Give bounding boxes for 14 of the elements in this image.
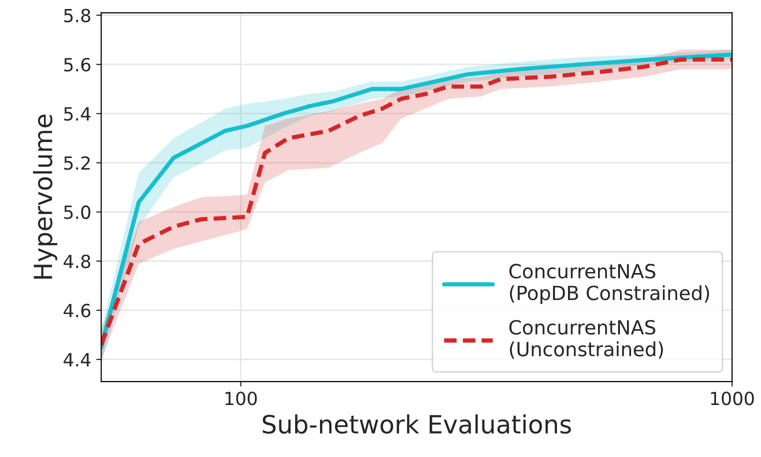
y-tick-label: 5.6 xyxy=(64,58,90,72)
y-tick-label: 4.6 xyxy=(64,304,90,318)
x-axis-title: Sub-network Evaluations xyxy=(262,414,571,434)
x-tick-label: 1000 xyxy=(711,392,754,406)
legend-label: ConcurrentNAS (PopDB Constrained) xyxy=(509,264,710,304)
y-tick-label: 5.2 xyxy=(64,156,90,170)
y-tick-label: 5.0 xyxy=(64,205,90,220)
y-axis-title: Hypervolume xyxy=(33,114,58,279)
y-tick-label: 4.4 xyxy=(64,353,90,366)
x-tick-label: 100 xyxy=(226,392,257,406)
y-tick-label: 4.8 xyxy=(64,254,90,268)
y-tick-label: 5.8 xyxy=(64,8,90,22)
y-tick-label: 5.4 xyxy=(64,107,90,121)
legend-label: ConcurrentNAS (Unconstrained) xyxy=(509,320,663,359)
